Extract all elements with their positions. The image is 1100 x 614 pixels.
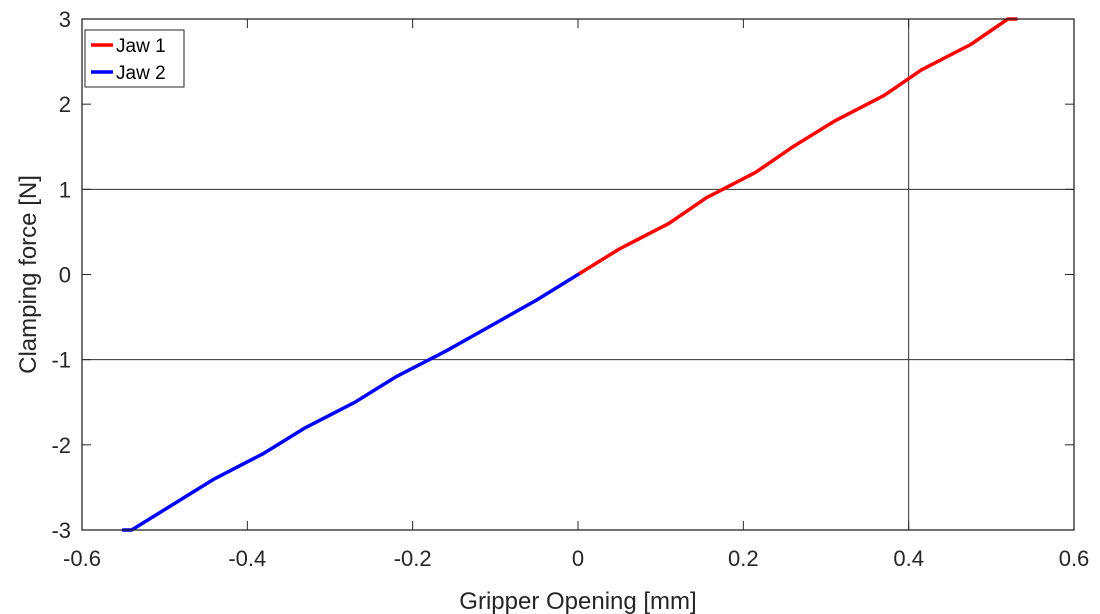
legend-box [84,29,185,88]
x-tick-label: 0.4 [893,546,924,571]
y-tick-label: 1 [59,177,71,202]
y-tick-label: -2 [51,433,71,458]
x-tick-label: -0.6 [63,546,101,571]
x-axis-label: Gripper Opening [mm] [459,588,696,614]
x-tick-label: -0.2 [394,546,432,571]
x-tick-label: 0 [572,546,584,571]
series-lines [121,17,1018,532]
x-tick-label: 0.6 [1059,546,1090,571]
y-tick-labels: -3 -2 -1 0 1 2 3 [51,7,71,543]
series-line-jaw-2 [121,272,580,532]
axis-ticks [81,18,1075,531]
legend: Jaw 1 Jaw 2 [84,29,185,88]
x-tick-labels: -0.6 -0.4 -0.2 0 0.2 0.4 0.6 [63,546,1089,571]
y-axis-label: Clamping force [N] [15,175,42,374]
series-line-jaw-1 [576,17,1018,277]
x-tick-label: 0.2 [728,546,759,571]
grid-lines [82,19,1074,530]
y-tick-label: 2 [59,92,71,117]
x-tick-label: -0.4 [228,546,266,571]
legend-label-jaw-2: Jaw 2 [116,63,166,84]
y-tick-label: -3 [51,518,71,543]
y-tick-label: 0 [59,263,71,288]
y-tick-label: 3 [59,7,71,32]
y-tick-label: -1 [51,348,71,373]
legend-label-jaw-1: Jaw 1 [116,36,166,57]
